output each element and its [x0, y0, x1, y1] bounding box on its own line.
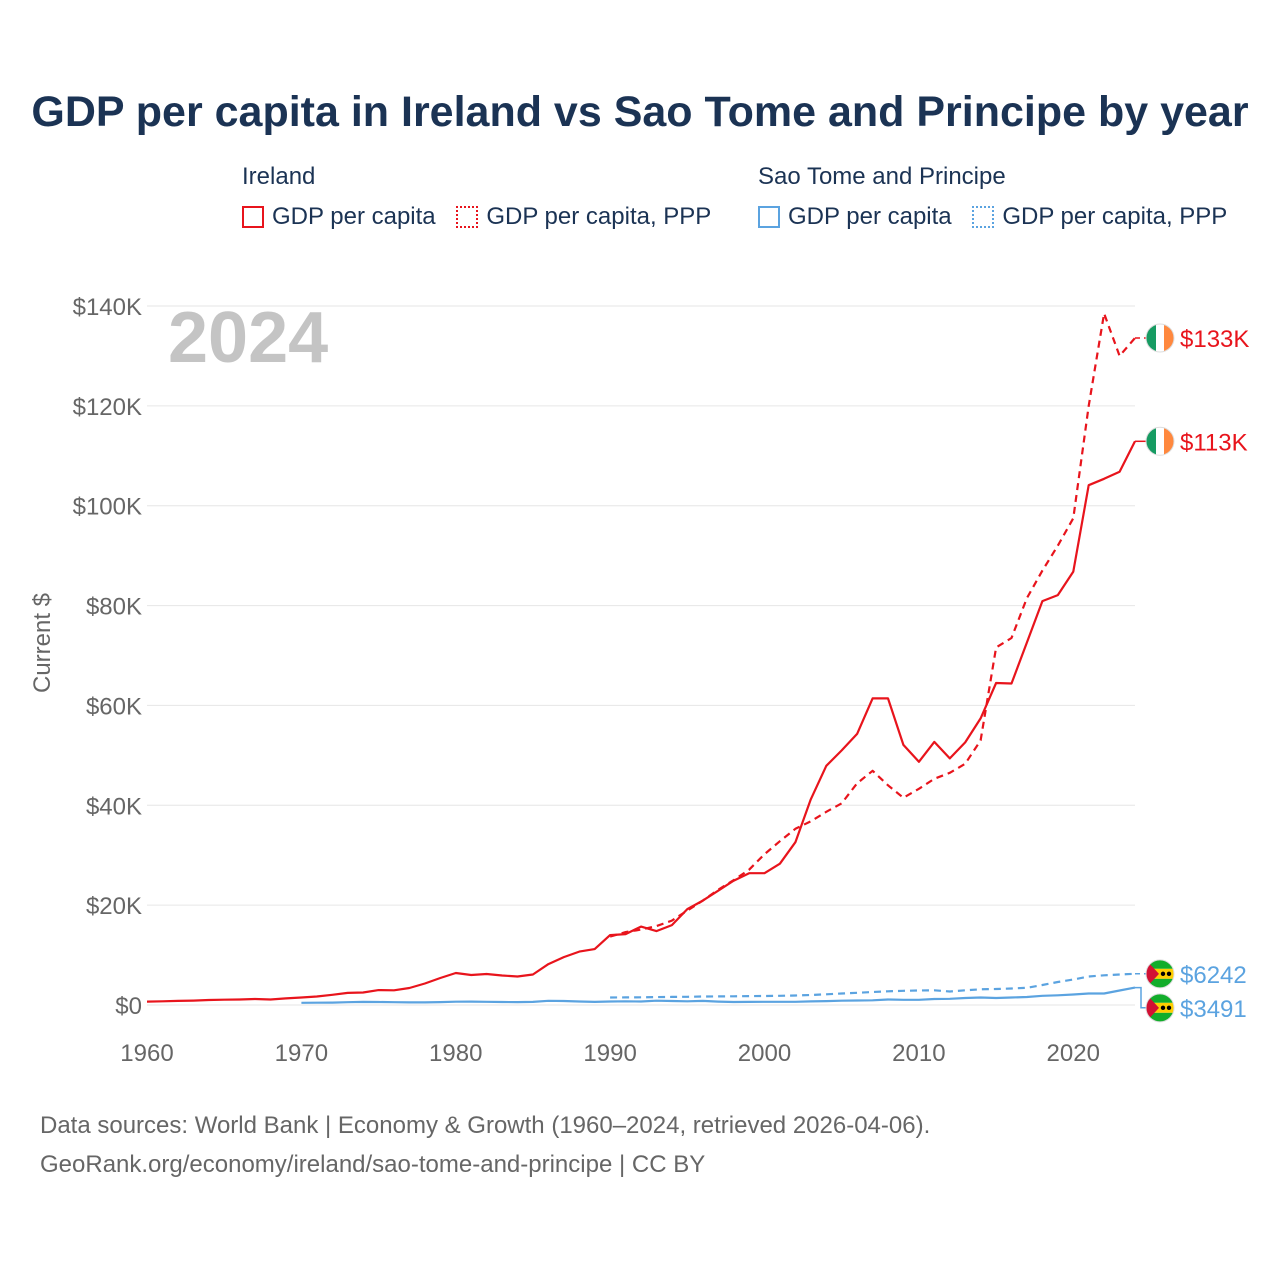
- ireland-flag-icon: [1146, 323, 1174, 352]
- legend-group-title: Sao Tome and Principe: [758, 163, 1006, 190]
- series-end-labels: $113K $133K $3491 $6242: [1135, 323, 1249, 1023]
- series-end-value-label: $133K: [1180, 326, 1249, 353]
- gridlines: [147, 305, 1135, 1006]
- solid-line-swatch-icon: [242, 206, 264, 228]
- legend-item-label: GDP per capita, PPP: [486, 203, 712, 230]
- y-tick-label: $120K: [73, 394, 142, 421]
- y-tick-label: $100K: [73, 494, 142, 521]
- legend-group-ireland: Ireland GDP per capita GDP per capita, P…: [242, 163, 725, 231]
- y-tick-label: $0: [115, 993, 142, 1020]
- series-lines: [146, 312, 1136, 1004]
- legend-item-sao-tome-gdp[interactable]: GDP per capita: [758, 203, 952, 231]
- data-source-text: Data sources: World Bank | Economy & Gro…: [40, 1112, 931, 1139]
- footer: Data sources: World Bank | Economy & Gro…: [40, 1106, 930, 1184]
- series-end-connector: [1135, 986, 1148, 1009]
- legend-item-ireland-gdp-ppp[interactable]: GDP per capita, PPP: [456, 203, 711, 231]
- x-tick-label: 2010: [892, 1040, 945, 1067]
- y-tick-label: $20K: [86, 893, 142, 920]
- chart-title: GDP per capita in Ireland vs Sao Tome an…: [31, 88, 1249, 136]
- legend-item-sao-tome-gdp-ppp[interactable]: GDP per capita, PPP: [972, 203, 1227, 231]
- legend-item-ireland-gdp[interactable]: GDP per capita: [242, 203, 436, 231]
- series-end-value-label: $3491: [1180, 996, 1247, 1023]
- source-url-text: GeoRank.org/economy/ireland/sao-tome-and…: [40, 1151, 706, 1178]
- y-tick-label: $80K: [86, 594, 142, 621]
- x-tick-label: 1970: [275, 1040, 328, 1067]
- y-tick-label: $140K: [73, 294, 142, 321]
- x-tick-label: 2000: [738, 1040, 791, 1067]
- series-line-1: [609, 312, 1136, 938]
- x-axis-ticks: 1960 1970 1980 1990 2000 2010 2020: [120, 1040, 1100, 1067]
- y-axis-ticks: $0 $20K $40K $60K $80K $100K $120K $140K: [73, 294, 142, 1020]
- x-tick-label: 1980: [429, 1040, 482, 1067]
- sao-tome-flag-icon: [1146, 959, 1174, 988]
- x-tick-label: 2020: [1047, 1040, 1100, 1067]
- sao-tome-flag-icon: [1146, 993, 1174, 1022]
- y-axis-label: Current $: [29, 593, 56, 693]
- year-overlay: 2024: [168, 298, 328, 378]
- solid-line-swatch-icon: [758, 206, 780, 228]
- legend-group-sao-tome: Sao Tome and Principe GDP per capita GDP…: [758, 163, 1227, 231]
- x-tick-label: 1990: [583, 1040, 636, 1067]
- dotted-line-swatch-icon: [972, 206, 995, 228]
- series-line-2: [301, 986, 1136, 1004]
- x-tick-label: 1960: [120, 1040, 173, 1067]
- legend-item-label: GDP per capita: [788, 203, 952, 230]
- y-tick-label: $40K: [86, 793, 142, 820]
- series-line-3: [610, 972, 1136, 999]
- series-end-value-label: $6242: [1180, 962, 1247, 989]
- y-tick-label: $60K: [86, 693, 142, 720]
- ireland-flag-icon: [1146, 427, 1174, 456]
- legend-item-label: GDP per capita, PPP: [1002, 203, 1228, 230]
- series-line-0: [146, 440, 1136, 1003]
- legend-item-label: GDP per capita: [272, 203, 436, 230]
- series-end-value-label: $113K: [1180, 429, 1248, 456]
- dotted-line-swatch-icon: [456, 206, 479, 228]
- legend-group-title: Ireland: [242, 163, 316, 190]
